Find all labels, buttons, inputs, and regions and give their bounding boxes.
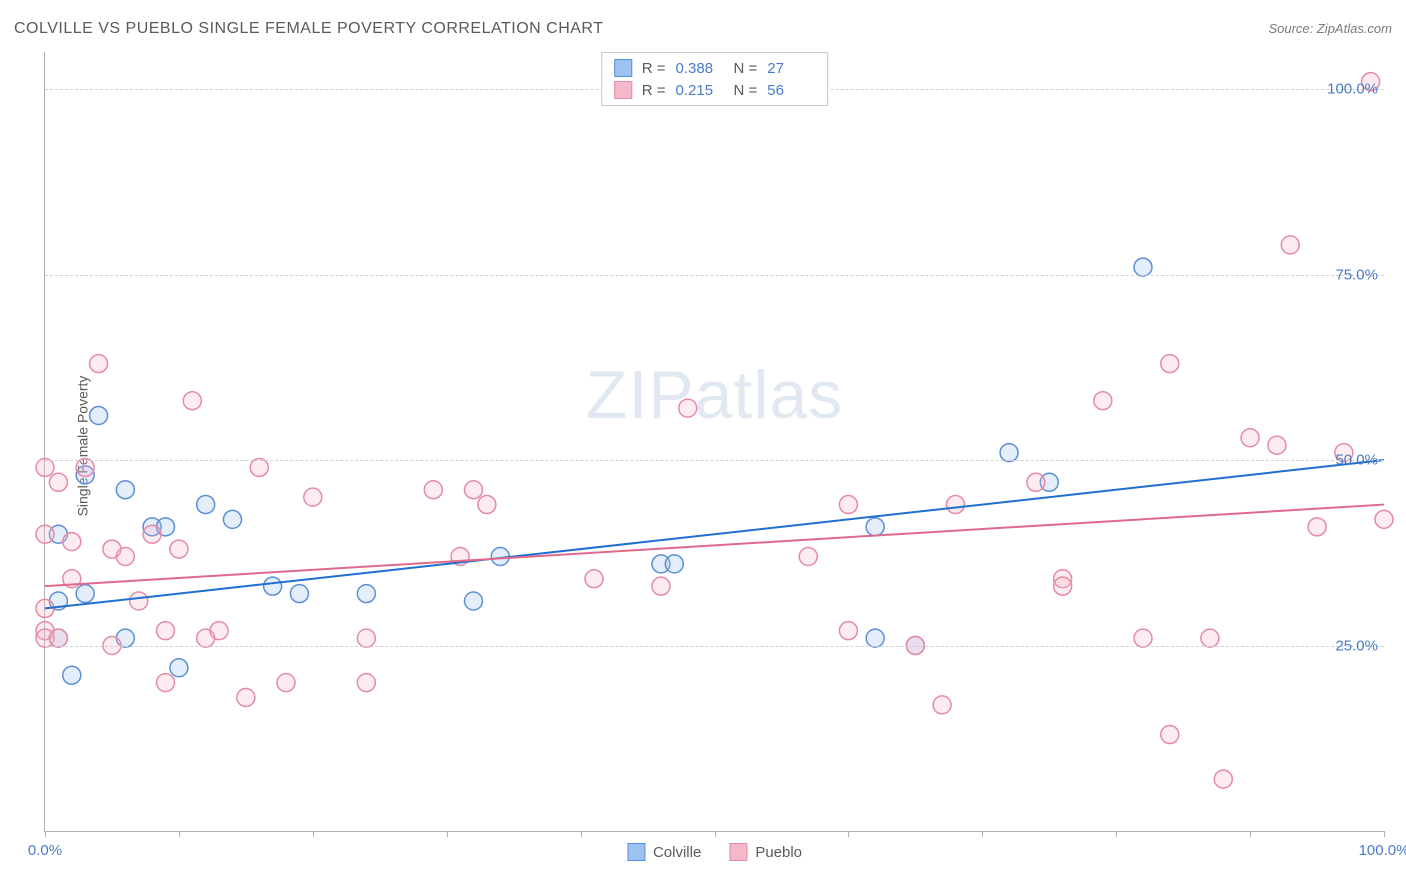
data-point <box>1201 629 1219 647</box>
y-tick-label: 100.0% <box>1327 81 1378 98</box>
correlation-legend: R = 0.388 N = 27 R = 0.215 N = 56 <box>601 52 829 106</box>
data-point <box>1161 355 1179 373</box>
data-point <box>799 547 817 565</box>
data-point <box>76 458 94 476</box>
data-point <box>63 666 81 684</box>
x-tick-mark <box>1250 831 1251 837</box>
x-tick-mark <box>313 831 314 837</box>
data-point <box>357 629 375 647</box>
series-legend: Colville Pueblo <box>627 843 802 861</box>
data-point <box>277 674 295 692</box>
data-point <box>116 481 134 499</box>
legend-item-pueblo: Pueblo <box>729 843 802 861</box>
data-point <box>1268 436 1286 454</box>
legend-row-pueblo: R = 0.215 N = 56 <box>610 79 820 101</box>
data-point <box>933 696 951 714</box>
x-tick-label: 100.0% <box>1359 842 1406 859</box>
data-point <box>478 496 496 514</box>
data-point <box>250 458 268 476</box>
trend-line <box>45 460 1384 608</box>
x-tick-mark <box>715 831 716 837</box>
x-tick-mark <box>1384 831 1385 837</box>
y-tick-label: 50.0% <box>1335 452 1378 469</box>
data-point <box>223 510 241 528</box>
legend-swatch-colville-icon <box>627 843 645 861</box>
data-point <box>839 622 857 640</box>
data-point <box>866 518 884 536</box>
x-tick-mark <box>447 831 448 837</box>
data-point <box>63 533 81 551</box>
data-point <box>157 622 175 640</box>
data-point <box>839 496 857 514</box>
chart-header: COLVILLE VS PUEBLO SINGLE FEMALE POVERTY… <box>14 20 1392 38</box>
data-point <box>1375 510 1393 528</box>
data-point <box>304 488 322 506</box>
data-point <box>76 585 94 603</box>
source-attribution: Source: ZipAtlas.com <box>1268 21 1392 36</box>
chart-title: COLVILLE VS PUEBLO SINGLE FEMALE POVERTY… <box>14 20 603 38</box>
data-point <box>1308 518 1326 536</box>
data-point <box>464 481 482 499</box>
data-point <box>424 481 442 499</box>
data-point <box>36 525 54 543</box>
data-point <box>90 355 108 373</box>
data-point <box>866 629 884 647</box>
gridline <box>45 646 1384 647</box>
x-tick-mark <box>982 831 983 837</box>
data-point <box>1027 473 1045 491</box>
data-point <box>210 622 228 640</box>
data-point <box>1134 258 1152 276</box>
data-point <box>197 496 215 514</box>
data-point <box>1214 770 1232 788</box>
data-point <box>665 555 683 573</box>
x-tick-mark <box>581 831 582 837</box>
data-point <box>679 399 697 417</box>
data-point <box>1161 726 1179 744</box>
data-point <box>36 458 54 476</box>
data-point <box>585 570 603 588</box>
legend-swatch-pueblo-icon <box>729 843 747 861</box>
data-point <box>237 688 255 706</box>
legend-swatch-pueblo <box>614 81 632 99</box>
scatter-svg <box>45 52 1384 831</box>
y-tick-label: 75.0% <box>1335 266 1378 283</box>
data-point <box>170 659 188 677</box>
data-point <box>157 674 175 692</box>
gridline <box>45 275 1384 276</box>
data-point <box>290 585 308 603</box>
x-tick-mark <box>179 831 180 837</box>
data-point <box>143 525 161 543</box>
data-point <box>1000 444 1018 462</box>
data-point <box>464 592 482 610</box>
data-point <box>49 629 67 647</box>
chart-plot-area: ZIPatlas R = 0.388 N = 27 R = 0.215 N = … <box>44 52 1384 832</box>
data-point <box>90 407 108 425</box>
data-point <box>1054 577 1072 595</box>
x-tick-mark <box>848 831 849 837</box>
data-point <box>1134 629 1152 647</box>
data-point <box>1281 236 1299 254</box>
data-point <box>357 674 375 692</box>
data-point <box>1241 429 1259 447</box>
x-tick-mark <box>45 831 46 837</box>
legend-row-colville: R = 0.388 N = 27 <box>610 57 820 79</box>
gridline <box>45 460 1384 461</box>
data-point <box>652 577 670 595</box>
data-point <box>170 540 188 558</box>
data-point <box>1094 392 1112 410</box>
x-tick-mark <box>1116 831 1117 837</box>
data-point <box>130 592 148 610</box>
y-tick-label: 25.0% <box>1335 637 1378 654</box>
data-point <box>116 547 134 565</box>
legend-swatch-colville <box>614 59 632 77</box>
data-point <box>357 585 375 603</box>
trend-line <box>45 505 1384 587</box>
data-point <box>183 392 201 410</box>
data-point <box>49 473 67 491</box>
x-tick-label: 0.0% <box>28 842 62 859</box>
legend-item-colville: Colville <box>627 843 701 861</box>
data-point <box>264 577 282 595</box>
data-point <box>947 496 965 514</box>
